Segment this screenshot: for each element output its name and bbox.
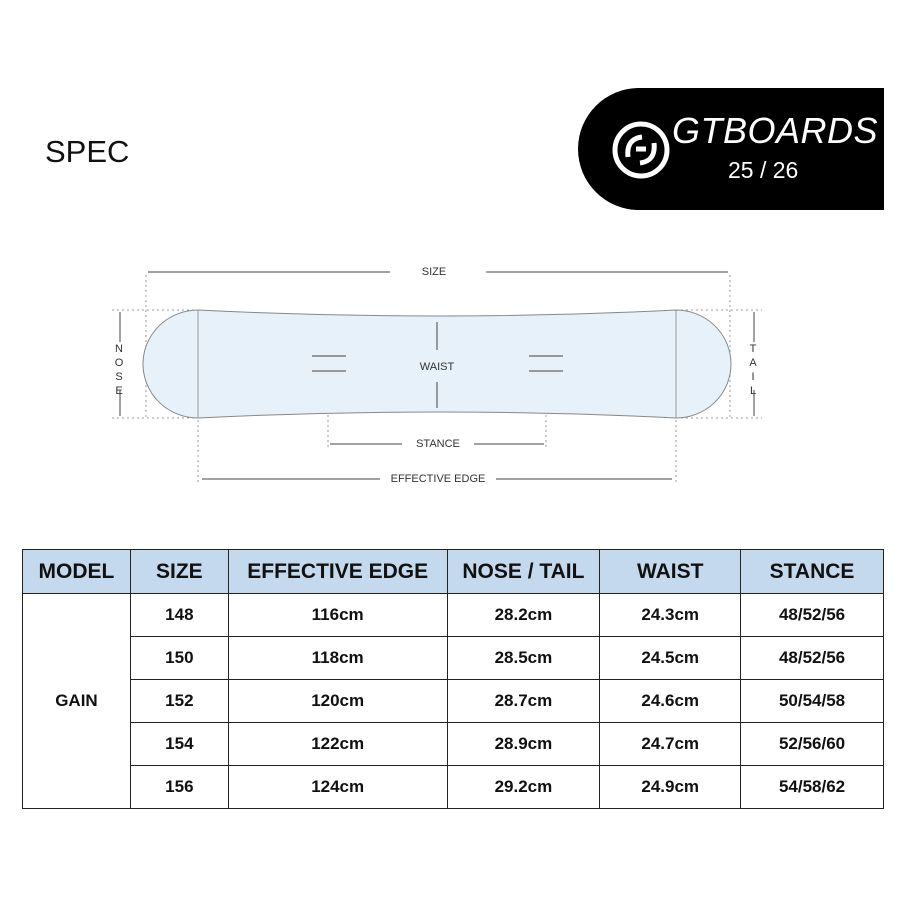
table-cell: 28.9cm xyxy=(446,722,601,766)
table-cell: 24.6cm xyxy=(599,679,742,723)
table-row: 152 120cm 28.7cm 24.6cm 50/54/58 xyxy=(23,679,884,723)
table-cell: 24.7cm xyxy=(599,722,742,766)
spec-table: MODEL SIZE EFFECTIVE EDGE NOSE / TAIL WAIST S… xyxy=(22,549,884,809)
header-cell: MODEL xyxy=(22,549,131,594)
header-cell: NOSE / TAIL xyxy=(446,549,601,594)
board-diagram: SIZE WAIST STANCE EFFECTIVE EDGE xyxy=(112,266,762,485)
header-cell: STANCE xyxy=(740,549,884,594)
page-title: SPEC xyxy=(45,134,130,169)
table-cell: 124cm xyxy=(227,765,448,809)
waist-label: WAIST xyxy=(420,361,455,373)
table-cell: 28.2cm xyxy=(446,593,601,637)
table-cell: 24.5cm xyxy=(599,636,742,680)
table-cell: 116cm xyxy=(227,593,448,637)
model-cell: GAIN xyxy=(22,593,131,809)
table-cell: 52/56/60 xyxy=(740,722,884,766)
header-cell: SIZE xyxy=(129,549,229,594)
table-row: 154 122cm 28.9cm 24.7cm 52/56/60 xyxy=(23,722,884,766)
table-cell: 48/52/56 xyxy=(740,593,884,637)
effective-edge-label: EFFECTIVE EDGE xyxy=(391,473,486,485)
table-cell: 29.2cm xyxy=(446,765,601,809)
table-row: 156 124cm 29.2cm 24.9cm 54/58/62 xyxy=(23,765,884,809)
table-cell: 24.3cm xyxy=(599,593,742,637)
table-cell: 118cm xyxy=(227,636,448,680)
table-cell: 150 xyxy=(129,636,229,680)
table-cell: 54/58/62 xyxy=(740,765,884,809)
size-label: SIZE xyxy=(422,266,446,278)
table-cell: 28.7cm xyxy=(446,679,601,723)
nose-label: NOSE xyxy=(113,343,125,399)
table-cell: 156 xyxy=(129,765,229,809)
logo: GTBOARDS 25 / 26 xyxy=(578,88,884,210)
table-cell: 48/52/56 xyxy=(740,636,884,680)
stance-label: STANCE xyxy=(416,438,460,450)
table-cell: 148 xyxy=(129,593,229,637)
table-cell: 152 xyxy=(129,679,229,723)
header-row: MODEL SIZE EFFECTIVE EDGE NOSE / TAIL WAIST S… xyxy=(22,549,884,594)
table-cell: 24.9cm xyxy=(599,765,742,809)
logo-icon xyxy=(612,121,670,179)
header-cell: EFFECTIVE EDGE xyxy=(227,549,448,594)
table-cell: 122cm xyxy=(227,722,448,766)
table-cell: 50/54/58 xyxy=(740,679,884,723)
table-row: 150 118cm 28.5cm 24.5cm 48/52/56 xyxy=(23,636,884,680)
table-cell: 154 xyxy=(129,722,229,766)
brand: GTBOARDS xyxy=(672,110,879,151)
table-row: GAIN 148 116cm 28.2cm 24.3cm 48/52/56 xyxy=(22,593,884,809)
tail-label: TAIL xyxy=(747,343,759,399)
header-cell: WAIST xyxy=(599,549,742,594)
table-cell: 28.5cm xyxy=(446,636,601,680)
table-cell: 120cm xyxy=(227,679,448,723)
season: 25 / 26 xyxy=(728,157,799,183)
